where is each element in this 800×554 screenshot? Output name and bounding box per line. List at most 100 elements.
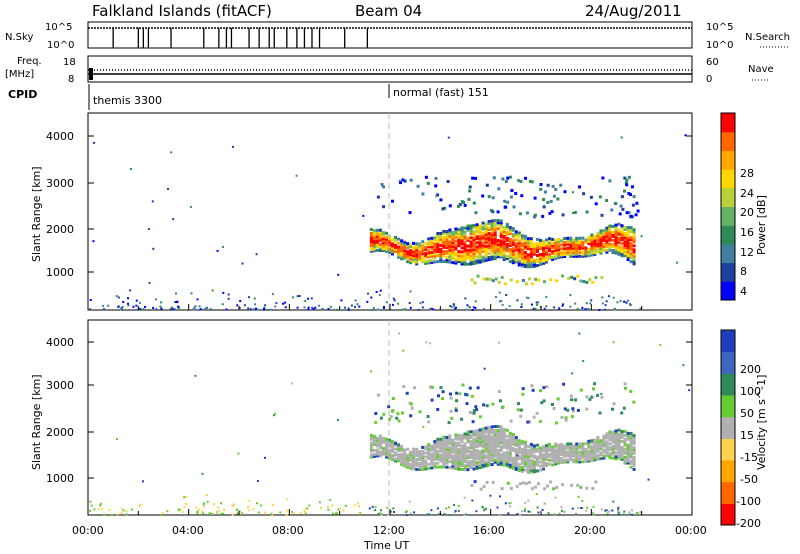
echo-cell <box>284 306 287 309</box>
echo-cell <box>469 446 473 450</box>
echo-cell <box>551 184 555 188</box>
echo-cell <box>436 193 440 197</box>
echo-cell <box>478 234 482 238</box>
echo-cell <box>454 447 458 451</box>
echo-cell <box>526 241 530 245</box>
echo-cell <box>511 456 515 460</box>
echo-cell <box>475 443 479 447</box>
echo-cell <box>439 231 443 235</box>
echo-cell <box>327 508 330 511</box>
echo-cell <box>196 510 199 513</box>
echo-cell <box>590 445 594 449</box>
echo-cell <box>454 435 458 439</box>
echo-cell <box>472 459 476 463</box>
echo-cell <box>596 393 599 397</box>
echo-cell <box>569 305 572 308</box>
echo-cell <box>201 308 204 311</box>
echo-cell <box>493 249 497 253</box>
echo-cell <box>357 502 360 505</box>
echo-cell <box>505 308 508 311</box>
echo-cell <box>382 185 385 189</box>
power-cbar-tick-28: 28 <box>740 167 754 180</box>
echo-cell <box>502 435 506 439</box>
echo-cell <box>526 456 530 460</box>
nave-tick-bottom: 0 <box>706 74 712 85</box>
echo-cell <box>505 440 509 444</box>
echo-cell <box>409 450 413 454</box>
echo-cell <box>421 246 425 250</box>
echo-cell <box>630 435 633 438</box>
echo-cell <box>523 509 526 512</box>
echo-cell <box>546 200 550 204</box>
echo-cell <box>481 461 485 465</box>
echo-cell <box>499 439 503 443</box>
echo-cell <box>542 251 545 255</box>
echo-cell <box>385 237 388 241</box>
echo-cell <box>529 450 533 454</box>
echo-cell <box>344 504 347 507</box>
echo-cell <box>463 442 467 446</box>
echo-cell <box>508 232 512 235</box>
echo-cell <box>421 465 425 469</box>
echo-cell <box>529 249 533 253</box>
echo-cell <box>427 241 431 245</box>
echo-cell <box>511 437 515 440</box>
echo-cell <box>526 296 528 299</box>
echo-cell <box>378 434 382 438</box>
echo-cell <box>517 263 521 267</box>
echo-cell <box>197 508 200 511</box>
echo-cell <box>293 512 296 515</box>
echo-cell <box>397 447 400 451</box>
echo-cell <box>454 231 458 235</box>
echo-cell <box>623 189 626 193</box>
echo-cell <box>249 308 252 311</box>
echo-cell <box>472 246 476 249</box>
echo-cell <box>511 227 515 231</box>
echo-cell <box>496 429 500 432</box>
echo-cell <box>554 188 558 191</box>
echo-cell <box>560 451 564 454</box>
echo-cell <box>581 252 585 256</box>
echo-cell <box>560 461 564 464</box>
echo-cell <box>99 504 102 507</box>
echo-cell <box>496 247 500 251</box>
echo-cell <box>89 308 92 311</box>
power-xtick-marks <box>87 304 693 310</box>
echo-cell <box>502 232 506 235</box>
echo-cell <box>523 446 527 450</box>
echo-cell <box>90 504 93 507</box>
echo-cell <box>585 407 589 411</box>
power-cbar-label: Power [dB] <box>755 195 768 255</box>
echo-cell <box>375 440 379 444</box>
echo-cell <box>640 235 643 238</box>
echo-cell <box>308 504 311 507</box>
echo-cell <box>430 458 434 462</box>
echo-cell <box>623 429 627 433</box>
echo-cell <box>499 239 503 243</box>
echo-cell <box>536 250 539 253</box>
echo-cell <box>587 457 591 461</box>
echo-cell <box>120 307 123 309</box>
echo-cell <box>517 449 521 453</box>
echo-cell <box>523 253 527 256</box>
echo-cell <box>475 466 479 470</box>
echo-cell <box>557 250 561 253</box>
echo-cell <box>433 442 437 446</box>
echo-cell <box>469 228 473 232</box>
echo-cell <box>631 185 634 189</box>
echo-cell <box>626 451 630 455</box>
echo-cell <box>605 234 609 238</box>
echo-cell <box>614 225 618 229</box>
echo-cell <box>378 442 382 446</box>
echo-cell <box>581 254 585 258</box>
echo-cell <box>418 256 422 260</box>
echo-cell <box>415 258 419 262</box>
echo-cell <box>493 446 497 450</box>
echo-cell <box>588 397 592 401</box>
echo-cell <box>466 440 470 444</box>
echo-cell <box>523 263 527 266</box>
echo-cell <box>548 442 551 446</box>
echo-cell <box>451 251 455 255</box>
echo-cell <box>331 504 334 507</box>
echo-cell <box>608 246 612 250</box>
